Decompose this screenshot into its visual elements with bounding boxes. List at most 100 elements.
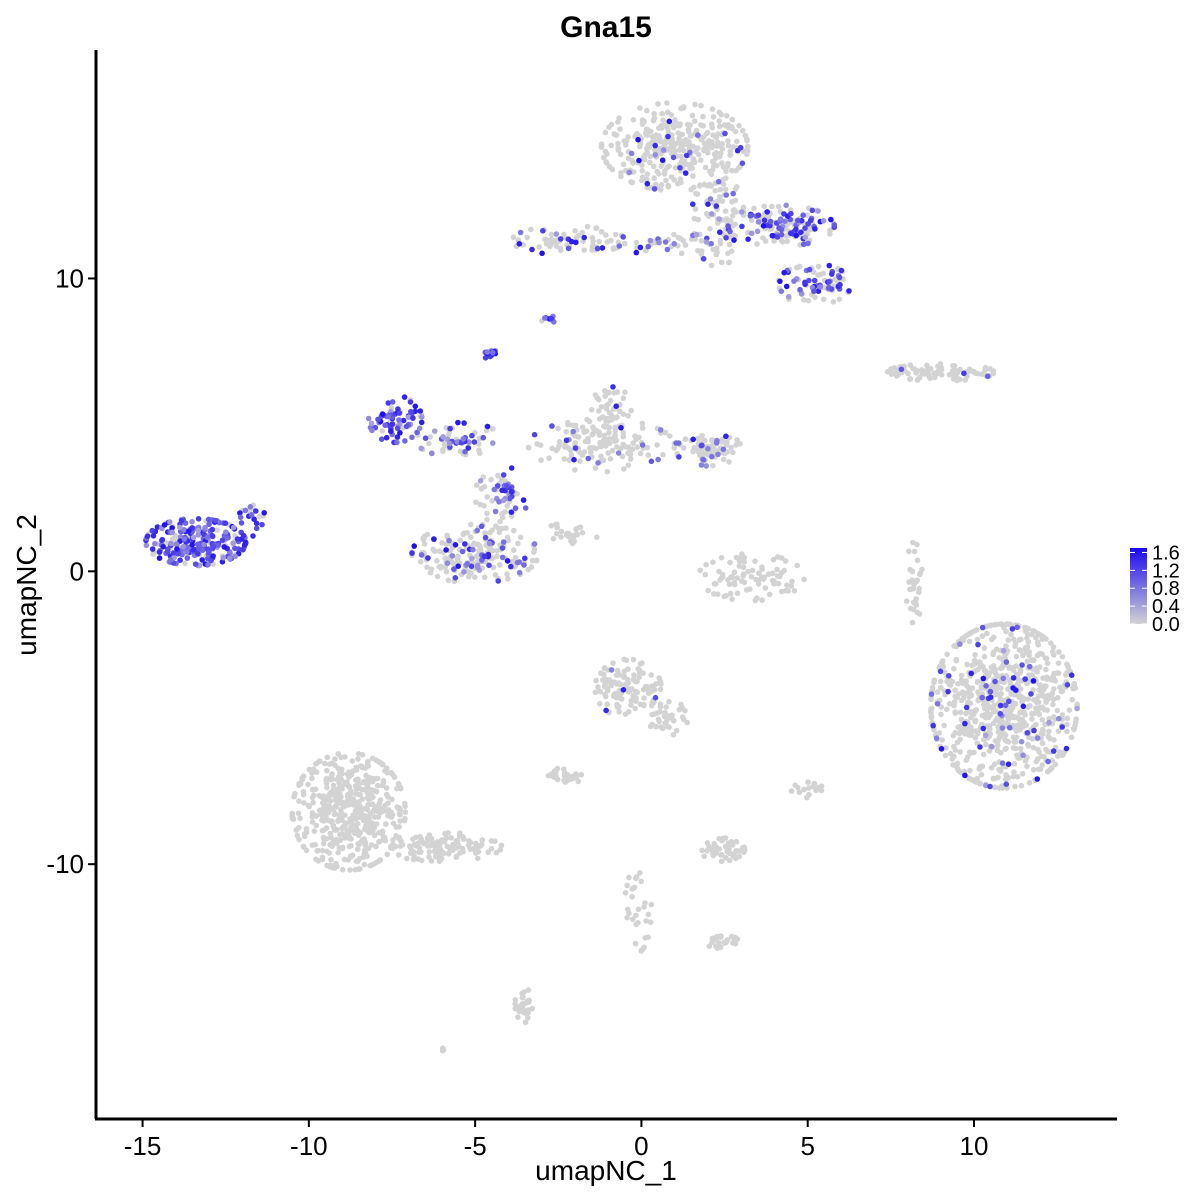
cell-point xyxy=(972,735,979,741)
cell-point xyxy=(394,834,400,840)
cell-point xyxy=(639,442,646,448)
cell-point xyxy=(1000,647,1007,654)
cell-point xyxy=(428,858,435,864)
cell-point xyxy=(624,914,630,921)
cell-point xyxy=(219,537,226,543)
cell-point xyxy=(938,711,944,718)
cell-point xyxy=(680,445,687,451)
cell-point xyxy=(1030,657,1037,663)
cell-point xyxy=(329,760,335,767)
cell-point xyxy=(1018,782,1025,789)
cell-point xyxy=(598,404,605,410)
cell-point xyxy=(704,848,710,854)
cell-point xyxy=(656,171,662,177)
cell-point xyxy=(329,776,335,782)
cell-point xyxy=(668,112,675,118)
cell-point xyxy=(706,943,713,949)
cell-point xyxy=(510,547,517,553)
cell-point xyxy=(997,719,1004,725)
cell-point xyxy=(783,202,789,209)
cell-point xyxy=(554,524,560,531)
cell-point xyxy=(1013,653,1020,660)
cell-point xyxy=(223,529,229,535)
cell-point xyxy=(452,575,459,581)
cell-point xyxy=(210,543,217,550)
cell-point xyxy=(783,283,790,290)
cell-point xyxy=(607,397,614,404)
cell-point xyxy=(439,837,445,844)
cell-point xyxy=(826,284,832,291)
cell-point xyxy=(478,523,485,530)
cell-point xyxy=(938,684,944,691)
cell-point xyxy=(671,231,677,238)
cell-point xyxy=(1022,758,1029,764)
cell-point xyxy=(982,732,989,739)
cell-point xyxy=(451,566,457,572)
cell-point xyxy=(601,683,608,690)
cell-point xyxy=(352,866,359,873)
cell-point xyxy=(540,228,546,234)
cell-point xyxy=(919,371,925,377)
cell-point xyxy=(517,534,524,541)
cell-point xyxy=(647,723,654,730)
cell-point xyxy=(978,662,984,669)
cell-point xyxy=(599,414,606,420)
cell-point xyxy=(618,170,624,176)
cell-point xyxy=(716,118,723,124)
cell-point xyxy=(180,543,186,550)
cell-point xyxy=(752,558,758,564)
cell-point xyxy=(430,546,436,553)
cell-point xyxy=(596,396,602,403)
cell-point xyxy=(1026,649,1032,655)
cell-point xyxy=(484,494,491,500)
cell-point xyxy=(379,428,386,434)
cell-point xyxy=(400,417,407,424)
cell-point xyxy=(401,817,408,824)
cell-point xyxy=(474,844,481,850)
cell-point xyxy=(189,518,195,525)
cell-point xyxy=(802,279,808,286)
cell-point xyxy=(1071,726,1077,733)
cell-point xyxy=(659,110,665,117)
cell-point xyxy=(838,267,845,274)
cell-point xyxy=(673,727,680,734)
cell-point xyxy=(464,560,471,567)
cell-point xyxy=(348,836,355,842)
cell-point xyxy=(486,545,493,552)
cell-point xyxy=(163,540,170,546)
cell-point xyxy=(1047,767,1053,773)
cell-point xyxy=(554,765,561,772)
cell-point xyxy=(946,673,952,679)
cell-point xyxy=(342,779,349,786)
cell-point xyxy=(1017,667,1024,674)
cell-point xyxy=(465,445,472,451)
cell-point xyxy=(796,789,803,795)
cell-point xyxy=(907,605,914,612)
cell-point xyxy=(622,890,629,896)
cell-point xyxy=(253,508,259,514)
cell-point xyxy=(543,237,550,243)
cell-point xyxy=(195,551,201,557)
cell-point xyxy=(820,218,827,224)
cell-point xyxy=(610,384,616,390)
cell-point xyxy=(597,688,604,695)
cell-point xyxy=(565,530,572,537)
cell-point xyxy=(505,576,511,582)
cell-point xyxy=(1014,624,1020,631)
cell-point xyxy=(676,454,682,460)
cell-point xyxy=(418,552,425,558)
cell-point xyxy=(703,239,710,245)
cell-point xyxy=(684,121,691,128)
cell-point xyxy=(716,109,723,116)
cell-point xyxy=(508,563,514,570)
cell-point xyxy=(974,779,980,785)
cell-point xyxy=(452,542,459,548)
cell-point xyxy=(702,164,709,171)
cell-point xyxy=(934,731,941,737)
cell-point xyxy=(412,403,419,410)
cell-point xyxy=(815,784,821,791)
cell-point xyxy=(593,677,599,684)
cell-point xyxy=(382,422,389,429)
cell-point xyxy=(715,131,721,137)
cell-point xyxy=(888,366,894,372)
